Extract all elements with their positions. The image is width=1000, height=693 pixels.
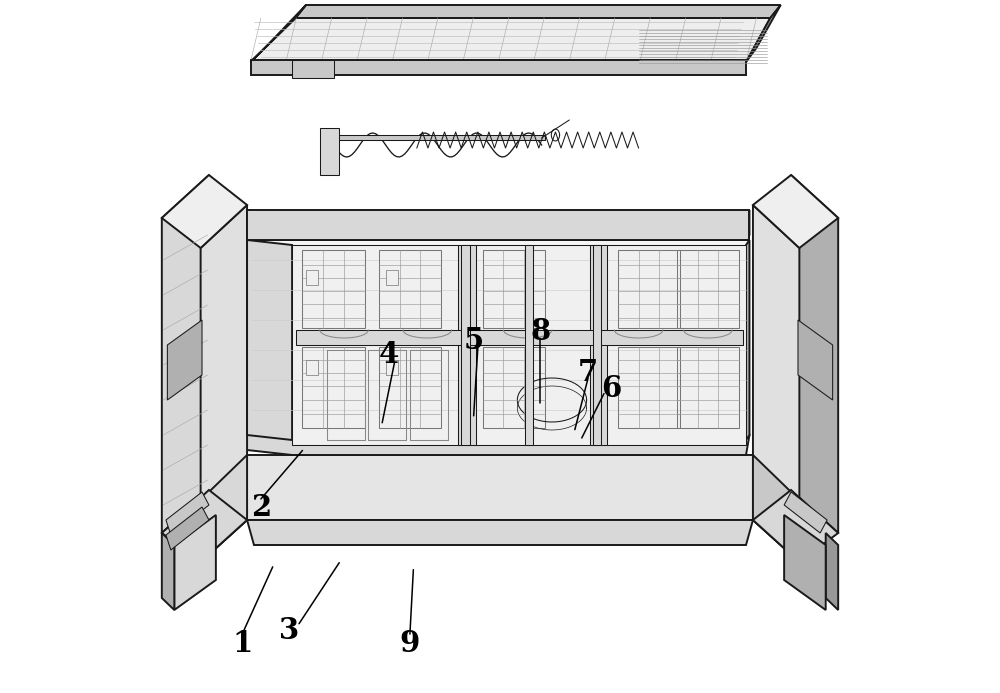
Polygon shape [826,533,838,610]
Text: 5: 5 [464,326,484,356]
Polygon shape [753,490,838,562]
Text: 4: 4 [379,340,399,369]
Polygon shape [251,18,770,62]
Polygon shape [753,175,838,248]
Polygon shape [201,205,247,562]
Text: 3: 3 [279,616,299,645]
Polygon shape [753,455,799,562]
Polygon shape [292,215,749,255]
Text: 7: 7 [578,358,598,387]
Text: 6: 6 [601,374,621,403]
Polygon shape [784,515,826,610]
Polygon shape [590,245,607,445]
Polygon shape [593,245,601,445]
Polygon shape [167,320,202,400]
Polygon shape [166,507,209,550]
Polygon shape [753,205,799,562]
Polygon shape [784,492,827,533]
Polygon shape [306,270,318,285]
Polygon shape [386,360,398,375]
Polygon shape [306,360,318,375]
Polygon shape [247,210,749,240]
Polygon shape [798,320,833,400]
Polygon shape [461,245,470,445]
Text: 1: 1 [232,629,252,658]
Polygon shape [162,490,247,562]
Polygon shape [247,240,749,435]
Polygon shape [746,240,749,440]
Polygon shape [174,515,216,610]
Polygon shape [296,5,781,18]
Polygon shape [330,135,545,140]
Polygon shape [251,5,306,62]
Polygon shape [525,245,533,445]
Polygon shape [247,240,292,440]
Polygon shape [320,128,339,175]
Polygon shape [296,330,743,345]
Polygon shape [162,175,209,533]
Polygon shape [201,455,247,562]
Polygon shape [292,60,334,78]
Polygon shape [247,210,749,240]
Polygon shape [251,60,746,75]
Polygon shape [458,245,476,445]
Polygon shape [166,492,209,535]
Polygon shape [746,5,781,62]
Polygon shape [791,175,838,533]
Polygon shape [247,520,753,545]
Polygon shape [247,455,753,520]
Polygon shape [247,435,749,455]
Polygon shape [162,175,247,248]
Text: 2: 2 [251,493,271,522]
Polygon shape [162,533,174,610]
Polygon shape [386,270,398,285]
Text: 9: 9 [400,629,420,658]
Text: 8: 8 [530,317,550,346]
Polygon shape [292,245,746,445]
